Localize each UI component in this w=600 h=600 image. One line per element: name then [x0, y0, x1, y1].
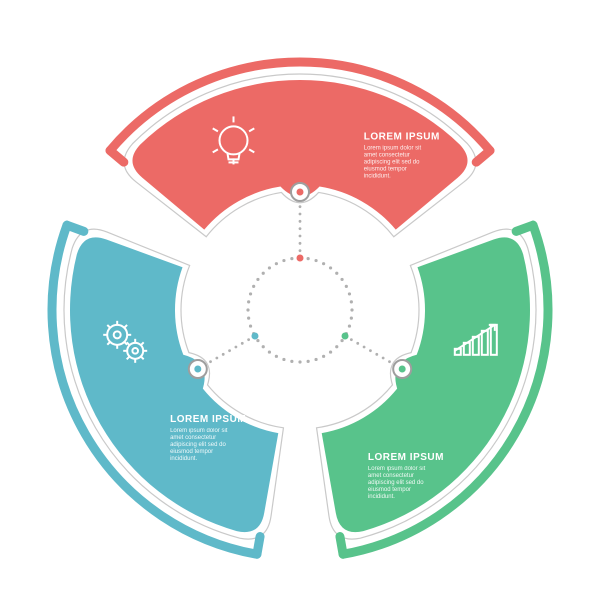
- ring-dot: [322, 262, 325, 265]
- ring-dot: [290, 360, 293, 363]
- connector-dot: [235, 346, 238, 349]
- ring-dot: [340, 278, 343, 281]
- cycle-infographic: LOREM IPSUMLorem ipsum dolor sitamet con…: [0, 0, 600, 600]
- segment-arc-tail: [476, 151, 490, 163]
- ring-dot: [262, 345, 265, 348]
- ring-dot: [298, 360, 301, 363]
- connector-dot: [241, 342, 244, 345]
- connector-dot: [228, 349, 231, 352]
- ring-dot: [322, 355, 325, 358]
- ring-dot: [249, 324, 252, 327]
- connector-node-center: [194, 366, 201, 373]
- connector-dot: [369, 349, 372, 352]
- ring-dot: [282, 259, 285, 262]
- ring-dot: [256, 339, 259, 342]
- segment-left: LOREM IPSUMLorem ipsum dolor sitamet con…: [52, 225, 283, 554]
- connector-dot: [299, 227, 302, 230]
- ring-dot: [307, 257, 310, 260]
- connector-dot: [356, 342, 359, 345]
- ring-dot: [247, 317, 250, 320]
- connector-dot: [299, 220, 302, 223]
- segment-right: LOREM IPSUMLorem ipsum dolor sitamet con…: [317, 225, 548, 554]
- segment-fill: [322, 237, 530, 532]
- ring-dot: [282, 358, 285, 361]
- ring-dot: [252, 285, 255, 288]
- connector-dot: [209, 360, 212, 363]
- connector-dot: [299, 205, 302, 208]
- ring-dot: [350, 308, 353, 311]
- segment-title: LOREM IPSUM: [368, 452, 444, 463]
- connector-node-center: [297, 189, 304, 196]
- connector-dot: [299, 213, 302, 216]
- ring-node: [342, 333, 349, 340]
- ring-dot: [256, 278, 259, 281]
- ring-dot: [335, 272, 338, 275]
- connector-node-center: [399, 366, 406, 373]
- connector-dot: [299, 235, 302, 238]
- ring-dot: [249, 292, 252, 295]
- ring-dot: [314, 358, 317, 361]
- ring-dot: [335, 345, 338, 348]
- connector-dot: [388, 360, 391, 363]
- ring-dot: [262, 272, 265, 275]
- connector-dot: [363, 346, 366, 349]
- segment-top: LOREM IPSUMLorem ipsum dolor sitamet con…: [110, 62, 490, 262]
- ring-dot: [329, 350, 332, 353]
- ring-dot: [329, 266, 332, 269]
- ring-node: [251, 333, 258, 340]
- connector-dot: [215, 357, 218, 360]
- connector-dot: [375, 353, 378, 356]
- ring-dot: [340, 339, 343, 342]
- ring-node: [297, 255, 304, 262]
- ring-dot: [348, 292, 351, 295]
- ring-dot: [290, 257, 293, 260]
- segment-arc-tail: [257, 537, 260, 555]
- ring-dot: [275, 355, 278, 358]
- connector-dot: [222, 353, 225, 356]
- ring-dot: [314, 259, 317, 262]
- segment-arc-tail: [340, 537, 343, 555]
- ring-dot: [307, 360, 310, 363]
- ring-dot: [348, 324, 351, 327]
- segment-title: LOREM IPSUM: [364, 131, 440, 142]
- connector-dot: [247, 338, 250, 341]
- ring-dot: [268, 350, 271, 353]
- connector-dot: [299, 242, 302, 245]
- ring-dot: [350, 300, 353, 303]
- connector-dot: [299, 249, 302, 252]
- segment-arc-tail: [110, 151, 124, 163]
- ring-dot: [246, 308, 249, 311]
- ring-dot: [247, 300, 250, 303]
- ring-dot: [345, 285, 348, 288]
- ring-dot: [268, 266, 271, 269]
- segment-title: LOREM IPSUM: [170, 414, 246, 425]
- segment-arc-tail: [516, 225, 533, 231]
- segment-arc-tail: [67, 225, 84, 231]
- segment-fill: [70, 237, 278, 532]
- ring-dot: [275, 262, 278, 265]
- ring-dot: [350, 317, 353, 320]
- connector-dot: [350, 338, 353, 341]
- connector-dot: [382, 357, 385, 360]
